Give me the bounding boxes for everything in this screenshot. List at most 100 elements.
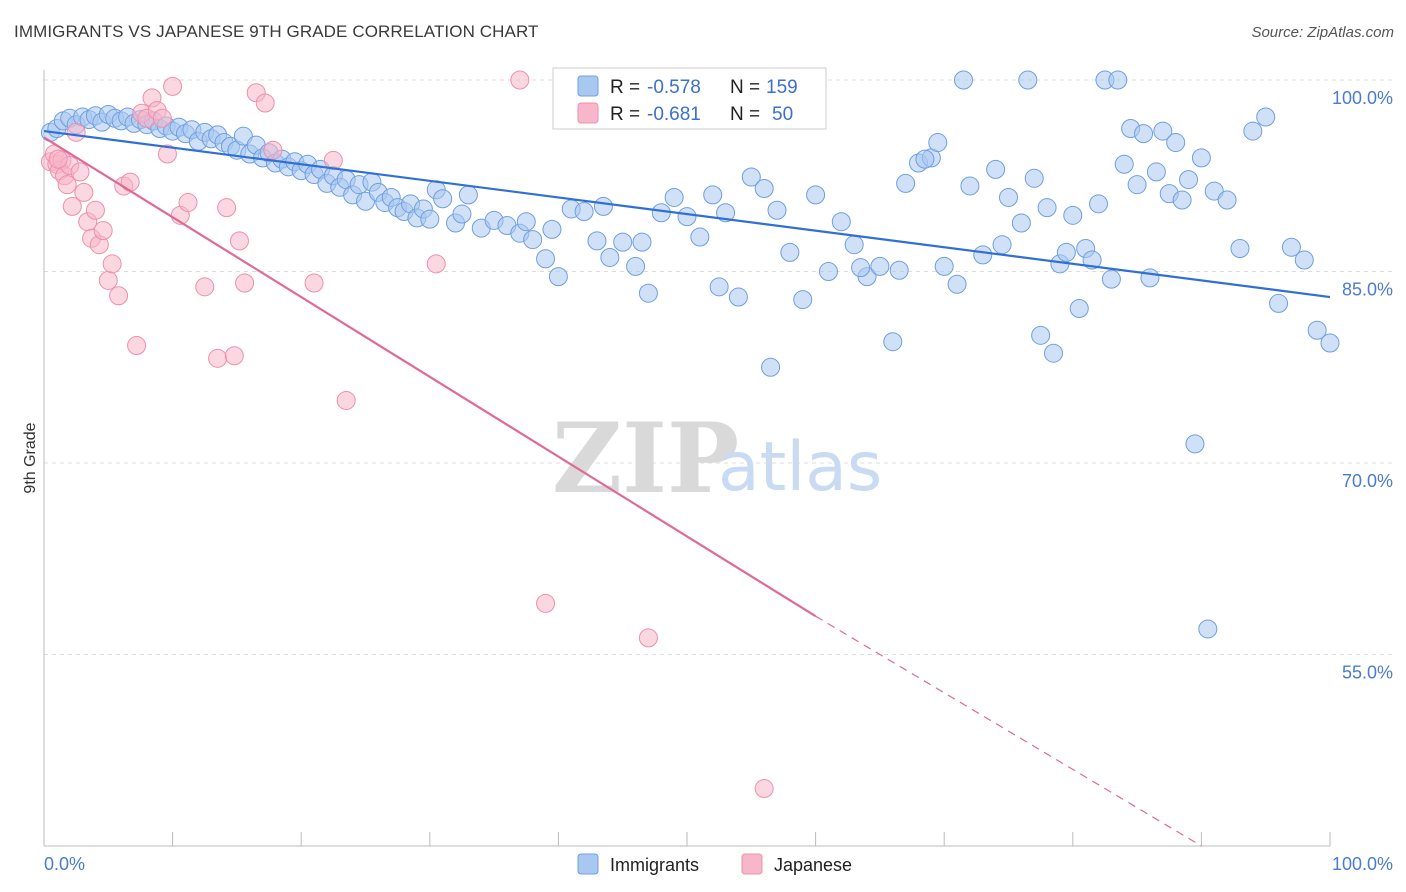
bottom-legend: Immigrants Japanese bbox=[577, 853, 852, 875]
immigrants-point bbox=[1307, 320, 1327, 340]
immigrants-point bbox=[1146, 162, 1166, 182]
y-axis-label: 9th Grade bbox=[22, 422, 39, 493]
legend-swatch-immigrants bbox=[577, 75, 599, 97]
immigrants-point bbox=[889, 260, 909, 280]
immigrants-point bbox=[536, 249, 556, 269]
immigrants-point bbox=[934, 256, 954, 276]
immigrants-point bbox=[716, 203, 736, 223]
immigrants-point bbox=[1166, 133, 1186, 153]
immigrants-point bbox=[915, 149, 935, 169]
immigrants-point bbox=[677, 207, 697, 227]
immigrants-point bbox=[664, 187, 684, 207]
immigrants-point bbox=[1018, 70, 1038, 90]
bottom-legend-immigrants: Immigrants bbox=[610, 855, 699, 875]
bottom-legend-swatch-japanese bbox=[741, 853, 763, 875]
watermark-zip: ZIP bbox=[552, 402, 739, 515]
japanese-point bbox=[217, 198, 237, 218]
immigrants-point bbox=[574, 201, 594, 221]
immigrants-point bbox=[1114, 154, 1134, 174]
immigrants-point bbox=[992, 235, 1012, 255]
immigrants-point bbox=[896, 173, 916, 193]
immigrants-point bbox=[1153, 121, 1173, 141]
legend-n-label-immigrants: N = bbox=[730, 77, 760, 98]
immigrants-point bbox=[1217, 190, 1237, 210]
japanese-point bbox=[62, 196, 82, 216]
immigrants-point bbox=[831, 212, 851, 232]
trend-lines bbox=[43, 129, 1331, 847]
immigrants-points bbox=[40, 70, 1340, 639]
japanese-point bbox=[66, 122, 86, 142]
immigrants-point bbox=[999, 187, 1018, 207]
legend-n-value-immigrants: 159 bbox=[766, 77, 798, 98]
bottom-legend-japanese: Japanese bbox=[774, 855, 852, 875]
japanese-trend-extension bbox=[815, 615, 1202, 847]
immigrants-point bbox=[626, 256, 646, 276]
immigrants-point bbox=[883, 332, 903, 352]
immigrants-point bbox=[1281, 237, 1301, 257]
japanese-point bbox=[195, 277, 215, 297]
immigrants-point bbox=[806, 185, 826, 205]
legend-n-label-japanese: N = bbox=[730, 104, 760, 125]
immigrants-point bbox=[1024, 168, 1044, 188]
japanese-point bbox=[109, 286, 129, 306]
immigrants-point bbox=[433, 189, 453, 209]
immigrants-point bbox=[548, 267, 568, 287]
japanese-point bbox=[754, 779, 774, 799]
immigrants-point bbox=[1037, 198, 1057, 218]
immigrants-point bbox=[542, 219, 562, 239]
immigrants-point bbox=[600, 247, 620, 267]
immigrants-point bbox=[613, 232, 633, 252]
japanese-point bbox=[336, 390, 356, 410]
immigrants-point bbox=[703, 185, 723, 205]
y-tick-labels: 100.0% 85.0% 70.0% 55.0% bbox=[1332, 88, 1393, 683]
immigrants-point bbox=[1069, 299, 1089, 319]
japanese-point bbox=[178, 193, 198, 213]
immigrants-point bbox=[793, 290, 813, 310]
y-tick-label: 55.0% bbox=[1342, 663, 1393, 683]
japanese-point bbox=[235, 273, 255, 293]
immigrants-point bbox=[1230, 239, 1250, 259]
legend-swatch-japanese bbox=[577, 102, 599, 124]
japanese-point bbox=[98, 270, 118, 290]
watermark: ZIP atlas bbox=[552, 402, 882, 515]
immigrants-point bbox=[780, 242, 800, 262]
immigrants-point bbox=[690, 227, 710, 247]
japanese-point bbox=[152, 108, 172, 128]
immigrants-point bbox=[1134, 124, 1154, 144]
x-axis-ticks bbox=[172, 832, 1331, 846]
japanese-point bbox=[510, 70, 530, 90]
japanese-point bbox=[304, 273, 324, 293]
legend-n-value-japanese: 50 bbox=[772, 104, 793, 125]
immigrants-point bbox=[709, 277, 729, 297]
immigrants-point bbox=[1179, 170, 1199, 190]
immigrants-point bbox=[1256, 107, 1276, 127]
japanese-point bbox=[263, 140, 283, 160]
japanese-point bbox=[163, 76, 183, 96]
immigrants-point bbox=[1294, 250, 1314, 270]
source-credit: Source: ZipAtlas.com bbox=[1251, 24, 1394, 41]
immigrants-point bbox=[728, 287, 748, 307]
immigrants-point bbox=[1140, 268, 1160, 288]
immigrants-point bbox=[953, 70, 973, 90]
immigrants-point bbox=[632, 232, 652, 252]
immigrants-point bbox=[651, 203, 671, 223]
legend-r-label-japanese: R = bbox=[610, 104, 640, 125]
immigrants-point bbox=[818, 262, 838, 281]
legend-r-value-japanese: -0.681 bbox=[647, 104, 701, 125]
immigrants-point bbox=[851, 258, 871, 278]
y-tick-label: 70.0% bbox=[1342, 471, 1393, 491]
japanese-point bbox=[224, 346, 244, 366]
japanese-point bbox=[57, 175, 77, 195]
japanese-point bbox=[74, 182, 94, 202]
immigrants-point bbox=[458, 185, 478, 205]
immigrants-point bbox=[986, 159, 1006, 179]
immigrants-point bbox=[1082, 250, 1102, 270]
immigrants-point bbox=[844, 235, 864, 255]
japanese-point bbox=[229, 231, 249, 251]
immigrants-point bbox=[1198, 619, 1218, 639]
immigrants-point bbox=[1127, 175, 1147, 195]
immigrants-point bbox=[928, 133, 948, 153]
immigrants-point bbox=[523, 230, 543, 250]
immigrants-point bbox=[1172, 190, 1192, 210]
